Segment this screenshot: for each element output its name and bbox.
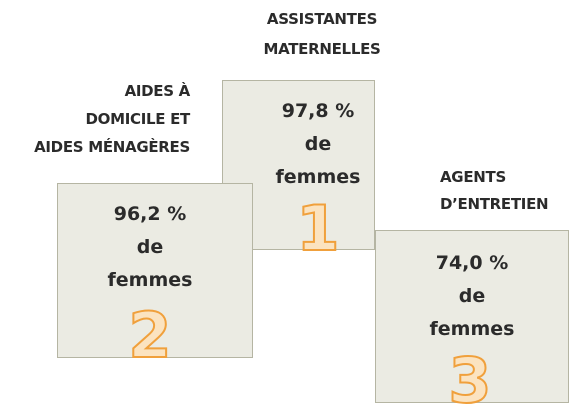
text-line: femmes xyxy=(107,269,193,291)
text-line: de xyxy=(458,285,486,307)
label-line: D’ENTRETIEN xyxy=(440,195,549,213)
label-line: AIDES À xyxy=(124,82,191,100)
page: ASSISTANTES MATERNELLES 97,8 % de femmes… xyxy=(34,10,569,413)
text-line: femmes xyxy=(429,318,515,340)
label-line: AGENTS xyxy=(440,168,506,186)
value: 97,8 % xyxy=(281,100,355,122)
podium-box-2 xyxy=(57,183,253,358)
text-line: femmes xyxy=(275,166,361,188)
value: 96,2 % xyxy=(113,203,187,225)
rank: 1 xyxy=(295,192,340,265)
label-line: MATERNELLES xyxy=(263,40,381,58)
value: 74,0 % xyxy=(435,252,509,274)
text-line: de xyxy=(136,236,164,258)
text-line: de xyxy=(304,133,332,155)
label-line: ASSISTANTES xyxy=(266,10,378,28)
label-line: AIDES MÉNAGÈRES xyxy=(34,138,190,156)
label-line: DOMICILE ET xyxy=(85,110,190,128)
rank: 3 xyxy=(447,344,492,417)
rank: 2 xyxy=(127,299,172,372)
